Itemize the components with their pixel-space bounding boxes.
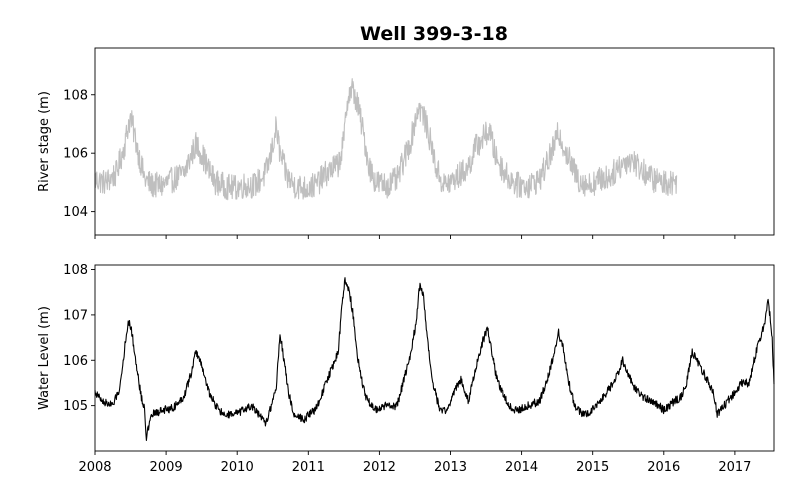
river-stage-panel: 104 106 108 River stage (m) — [37, 47, 775, 239]
water-level-plot-frame — [94, 264, 775, 452]
river-stage-series-line — [94, 78, 678, 201]
water-level-x-tick-label: 2010 — [221, 460, 254, 475]
water-level-x-tick-label: 2015 — [576, 460, 609, 475]
water-level-series-group — [94, 277, 775, 441]
figure-title: Well 399-3-18 — [360, 23, 508, 45]
water-level-y-tick-label: 106 — [63, 354, 88, 369]
water-level-series-line — [94, 277, 775, 441]
river-stage-axes: 104 106 108 — [63, 88, 736, 239]
river-stage-y-axis-label: River stage (m) — [37, 91, 52, 192]
water-level-x-tick-label: 2008 — [78, 460, 111, 475]
water-level-y-tick-label: 108 — [63, 263, 88, 278]
water-level-panel: 2008 2009 2010 2011 2012 2013 2014 2015 2016 2017… — [37, 263, 775, 475]
water-level-x-tick-label: 2011 — [292, 460, 325, 475]
water-level-x-tick-label: 2009 — [150, 460, 183, 475]
water-level-axes: 2008 2009 2010 2011 2012 2013 2014 2015 2016 2017… — [63, 263, 751, 475]
water-level-x-tick-label: 2012 — [363, 460, 396, 475]
river-stage-series-group — [94, 78, 678, 201]
water-level-x-tick-label: 2013 — [434, 460, 467, 475]
water-level-x-tick-label: 2014 — [505, 460, 538, 475]
water-level-y-tick-label: 107 — [63, 308, 88, 323]
river-stage-y-tick-label: 108 — [63, 88, 88, 103]
river-stage-y-tick-label: 104 — [63, 205, 88, 220]
river-stage-plot-frame — [94, 47, 775, 236]
water-level-y-tick-label: 105 — [63, 399, 88, 414]
water-level-x-tick-label: 2017 — [718, 460, 751, 475]
water-level-x-tick-label: 2016 — [647, 460, 680, 475]
river-stage-y-tick-label: 106 — [63, 147, 88, 162]
water-level-y-axis-label: Water Level (m) — [37, 306, 52, 410]
